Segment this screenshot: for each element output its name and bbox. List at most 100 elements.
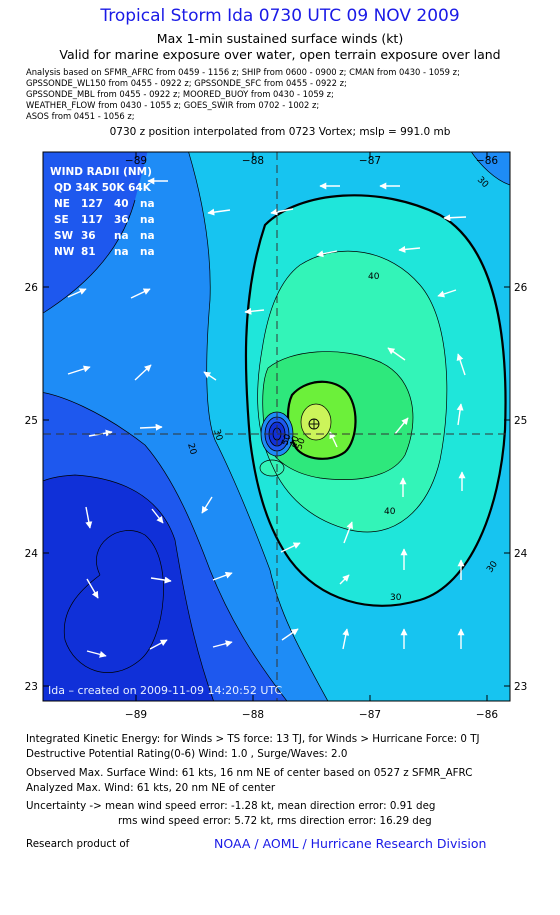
svg-text:36: 36 xyxy=(81,230,96,242)
wind-arrow xyxy=(281,628,299,641)
wind-radii-title: WIND RADII (NM) xyxy=(50,166,152,178)
wind-arrow xyxy=(207,208,231,216)
analysis-sources-line-5: ASOS from 0451 - 1056 z; xyxy=(26,111,135,121)
lon-tick-label-top: −88 xyxy=(242,155,264,167)
position-note: 0730 z position interpolated from 0723 V… xyxy=(109,126,451,138)
contour-label: 30 xyxy=(390,593,402,603)
wind-arrow xyxy=(67,288,87,298)
analysis-sources-line-4: WEATHER_FLOW from 0430 - 1055 z; GOES_SW… xyxy=(26,100,320,110)
wind-arrow xyxy=(280,542,301,553)
lon-tick-label-bottom: −89 xyxy=(125,709,147,721)
lon-tick-label-bottom: −86 xyxy=(476,709,498,721)
wind-arrow xyxy=(456,353,466,376)
wind-arrow xyxy=(86,578,99,599)
observed-max-wind: Observed Max. Surface Wind: 61 kts, 16 n… xyxy=(26,767,473,779)
svg-text:NW: NW xyxy=(54,246,75,258)
wind-arrow xyxy=(244,307,265,315)
axis-ticks xyxy=(43,152,510,701)
contour-label: 40 xyxy=(368,272,380,282)
lon-tick-label-top: −89 xyxy=(125,155,147,167)
max-wind-marker xyxy=(308,418,320,430)
analysis-sources-line-1: Analysis based on SFMR_AFRC from 0459 - … xyxy=(26,67,460,77)
svg-text:SE: SE xyxy=(54,214,69,226)
svg-text:NE: NE xyxy=(54,198,70,210)
svg-text:40: 40 xyxy=(114,198,129,210)
lat-tick-label-left: 24 xyxy=(25,548,39,560)
lat-tick-label-right: 25 xyxy=(514,415,527,427)
center-crosshair xyxy=(43,152,510,701)
wind-arrow xyxy=(85,506,93,529)
wind-arrow xyxy=(394,417,409,435)
wind-contour-field: 50 40 40 30 30 20 30 30 40 50 WIND RADII… xyxy=(43,152,510,701)
contour-label: 50 xyxy=(294,437,307,451)
wind-arrow xyxy=(86,650,107,658)
wind-arrow xyxy=(456,403,464,426)
contour-label: 20 xyxy=(185,442,198,456)
lat-tick-label-left: 26 xyxy=(25,282,39,294)
lat-tick-label-right: 24 xyxy=(514,548,528,560)
wind-arrow xyxy=(139,423,163,431)
ike-line: Integrated Kinetic Energy: for Winds > T… xyxy=(26,733,480,745)
contour-label: 30 xyxy=(211,428,224,442)
wind-radii-row: SW 36 na na xyxy=(54,230,155,242)
wind-analysis-map: 50 40 40 30 30 20 30 30 40 50 WIND RADII… xyxy=(25,151,528,721)
contour-label: 50 xyxy=(280,433,293,447)
lat-tick-label-left: 25 xyxy=(25,415,38,427)
credit-link[interactable]: NOAA / AOML / Hurricane Research Divisio… xyxy=(214,836,487,851)
contour-label: 40 xyxy=(384,507,396,517)
dpr-line: Destructive Potential Rating(0-6) Wind: … xyxy=(26,748,348,760)
svg-text:na: na xyxy=(140,230,155,242)
wind-arrow xyxy=(134,364,152,381)
lat-tick-label-left: 23 xyxy=(25,681,38,693)
svg-text:na: na xyxy=(140,246,155,258)
wind-arrow xyxy=(443,214,467,222)
wind-arrow xyxy=(398,245,421,253)
wind-radii-table: WIND RADII (NM) QD 34K 50K 64K NE 127 40… xyxy=(50,166,155,258)
map-frame xyxy=(42,151,511,702)
contour-34kt xyxy=(244,194,507,607)
lon-tick-label-bottom: −87 xyxy=(359,709,381,721)
subtitle-variable: Max 1-min sustained surface winds (kt) xyxy=(156,31,404,46)
uncertainty-line-2: rms wind speed error: 5.72 kt, rms direc… xyxy=(118,815,432,827)
analysis-sources-line-2: GPSSONDE_WL150 from 0455 - 0922 z; GPSSO… xyxy=(26,78,347,88)
wind-arrow xyxy=(212,640,233,648)
subtitle-validity: Valid for marine exposure over water, op… xyxy=(59,47,501,62)
storm-center-rings xyxy=(260,411,294,457)
svg-text:81: 81 xyxy=(81,246,96,258)
wind-arrow xyxy=(316,250,338,258)
page-title: Tropical Storm Ida 0730 UTC 09 NOV 2009 xyxy=(100,6,460,26)
wind-arrow xyxy=(343,521,354,544)
wind-arrow xyxy=(201,496,213,514)
wind-arrow xyxy=(387,347,406,361)
lat-tick-label-right: 23 xyxy=(514,681,527,693)
contour-label: 40 xyxy=(288,435,301,449)
svg-text:na: na xyxy=(140,214,155,226)
wind-arrow xyxy=(437,289,457,298)
wind-radii-row: NW 81 na na xyxy=(54,246,155,258)
lon-tick-label-top: −86 xyxy=(476,155,498,167)
wind-arrow xyxy=(342,628,350,650)
wind-arrow xyxy=(149,639,168,650)
lon-tick-label-top: −87 xyxy=(359,155,381,167)
contour-pocket-50 xyxy=(260,460,284,476)
lon-tick-label-bottom: −88 xyxy=(242,709,264,721)
contour-band-65 xyxy=(301,404,331,440)
wind-arrow xyxy=(67,365,91,375)
wind-arrow xyxy=(150,576,172,584)
credit-label: Research product of xyxy=(26,838,130,850)
svg-text:na: na xyxy=(114,230,129,242)
lat-tick-label-right: 26 xyxy=(514,282,528,294)
wind-arrow xyxy=(130,288,151,299)
wind-arrow xyxy=(339,574,350,585)
svg-text:127: 127 xyxy=(81,198,103,210)
wind-radii-header: QD 34K 50K 64K xyxy=(54,182,152,194)
svg-text:117: 117 xyxy=(81,214,103,226)
svg-text:na: na xyxy=(140,198,155,210)
wind-radii-row: NE 127 40 na xyxy=(54,198,155,210)
created-stamp: Ida – created on 2009-11-09 14:20:52 UTC xyxy=(48,684,283,697)
svg-text:36: 36 xyxy=(114,214,129,226)
svg-text:SW: SW xyxy=(54,230,74,242)
wind-arrow xyxy=(151,508,164,524)
wind-arrow xyxy=(203,371,217,381)
wind-radii-row: SE 117 36 na xyxy=(54,214,155,226)
